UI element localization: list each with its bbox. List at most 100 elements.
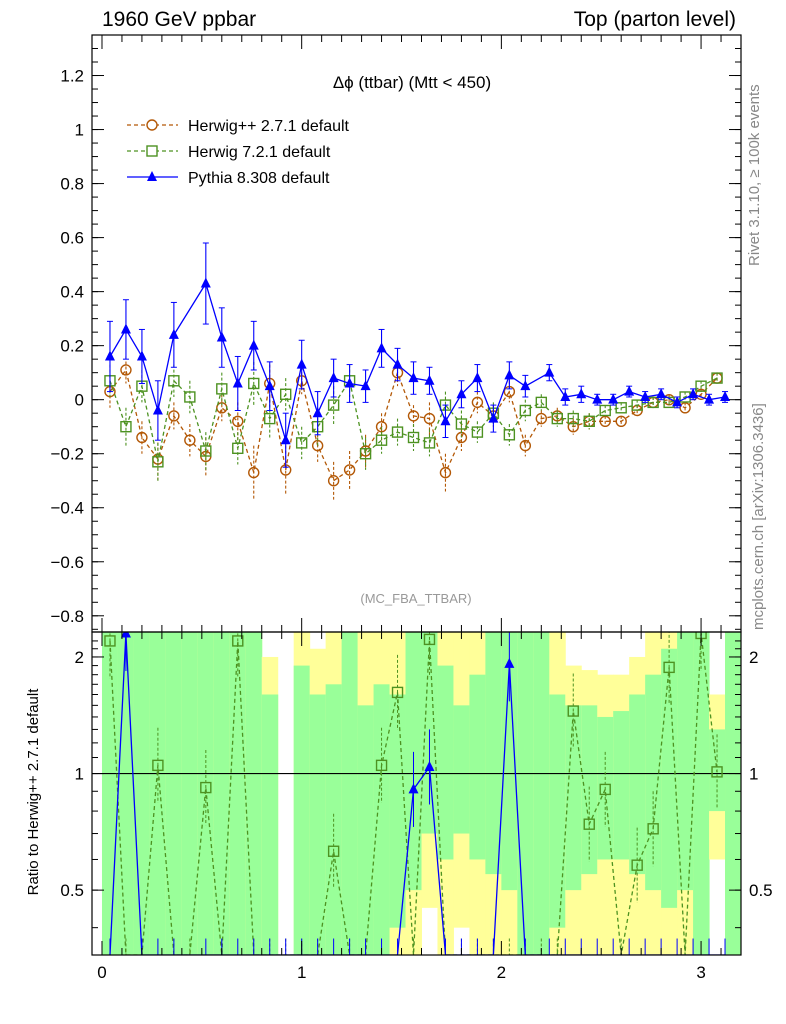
point-pythia	[392, 358, 403, 369]
point-pythia	[488, 412, 499, 423]
band-green	[261, 694, 279, 955]
y-tick-label: 0.6	[60, 229, 84, 248]
band-green	[213, 632, 231, 955]
point-pythia	[200, 277, 211, 288]
legend-marker-pythia	[147, 171, 157, 181]
point-pythia	[280, 434, 291, 445]
point-herwigpp	[407, 410, 420, 422]
band-green	[517, 632, 534, 955]
ratio-tick-label: 0.5	[60, 881, 84, 900]
y-tick-label: 0	[75, 391, 84, 410]
y-tick-label: 1.2	[60, 67, 84, 86]
point-pythia	[168, 328, 179, 339]
point-herwig7	[295, 437, 308, 449]
point-pythia	[560, 390, 571, 401]
ratio-tick-label-right: 0.5	[749, 881, 773, 900]
point-herwig7	[583, 415, 595, 427]
ratio-point-pythia	[504, 657, 515, 668]
point-herwig7	[232, 442, 244, 455]
y-tick-label: 0.8	[60, 175, 84, 194]
line-pythia	[109, 281, 726, 441]
point-herwigpp	[423, 412, 436, 425]
ratio-tick-label-right: 2	[749, 648, 758, 667]
band-green	[245, 632, 263, 955]
point-herwigpp	[535, 412, 548, 425]
x-tick-label: 1	[297, 963, 306, 982]
point-pythia	[216, 331, 227, 342]
point-pythia	[592, 393, 603, 404]
ratio-point-herwig7	[647, 823, 659, 835]
band-green	[357, 705, 375, 955]
point-pythia	[328, 372, 339, 383]
point-herwig7	[599, 404, 611, 417]
axes: −0.8 −0.6 −0.4 −0.2 0 0.2 0.4 0.6 0.8 1 1.2 0 1 2 3 0.5…	[50, 34, 773, 982]
point-herwig7	[423, 437, 436, 449]
ratio-tick-label: 1	[75, 765, 84, 784]
y-tick-label: 0.2	[60, 337, 84, 356]
band-green	[485, 632, 502, 875]
point-herwig7	[503, 429, 516, 441]
band-green	[453, 705, 470, 834]
ratio-point-herwig7	[327, 845, 340, 857]
point-herwig7	[327, 399, 340, 411]
x-tick-label: 2	[497, 963, 506, 982]
ratio-ylabel: Ratio to Herwig++ 2.7.1 default	[25, 688, 42, 896]
point-herwigpp	[343, 464, 356, 476]
point-herwig7	[264, 412, 276, 425]
band-green	[533, 632, 550, 955]
y-tick-label: 0.4	[60, 283, 84, 302]
band-green	[549, 694, 566, 928]
point-herwig7	[200, 445, 212, 457]
ratio-panel	[92, 632, 741, 955]
point-pythia	[456, 388, 467, 399]
point-pythia	[296, 358, 307, 369]
point-pythia	[152, 404, 163, 415]
band-green	[501, 632, 518, 891]
y-tick-label: 1	[75, 121, 84, 140]
point-pythia	[704, 393, 715, 404]
point-herwig7	[120, 420, 132, 433]
point-herwig7	[711, 372, 723, 384]
point-herwigpp	[327, 475, 340, 487]
point-herwigpp	[168, 410, 180, 422]
point-herwig7	[168, 375, 180, 387]
ratio-point-herwig7	[391, 686, 404, 699]
ratio-point-herwig7	[711, 766, 723, 778]
y-tick-label: −0.4	[50, 499, 84, 518]
point-pythia	[624, 385, 635, 396]
point-pythia	[136, 350, 147, 361]
point-pythia	[408, 372, 419, 383]
point-pythia	[688, 388, 699, 399]
point-herwigpp	[248, 466, 260, 479]
point-herwigpp	[599, 415, 611, 427]
legend-label-pythia: Pythia 8.308 default	[188, 170, 330, 187]
point-herwig7	[375, 434, 388, 446]
band-green	[181, 632, 199, 955]
point-herwig7	[216, 383, 228, 395]
legend-marker-herwigpp	[146, 119, 158, 131]
point-herwig7	[152, 456, 164, 468]
point-pythia	[344, 377, 355, 388]
mcplots-label: mcplots.cern.ch [arXiv:1306.3436]	[750, 403, 767, 630]
legend: Herwig++ 2.7.1 default Herwig 7.2.1 defau…	[127, 118, 350, 187]
ratio-tick-label: 2	[75, 648, 84, 667]
point-pythia	[472, 372, 483, 383]
ratio-point-herwig7	[567, 705, 579, 717]
band-green	[629, 694, 646, 875]
header-left: 1960 GeV ppbar	[102, 8, 257, 31]
ratio-point-pythia	[120, 632, 131, 638]
point-pythia	[440, 415, 451, 426]
point-herwig7	[471, 426, 484, 438]
ratio-point-herwig7	[599, 783, 611, 796]
point-pythia	[264, 380, 275, 391]
band-green	[725, 632, 741, 955]
point-herwig7	[695, 380, 707, 392]
point-herwig7	[280, 388, 292, 400]
ratio-point-herwig7	[200, 781, 212, 794]
y-tick-label: −0.2	[50, 445, 84, 464]
point-herwigpp	[232, 415, 244, 427]
band-green	[469, 674, 486, 860]
band-green	[565, 705, 582, 891]
main-panel	[104, 242, 731, 500]
